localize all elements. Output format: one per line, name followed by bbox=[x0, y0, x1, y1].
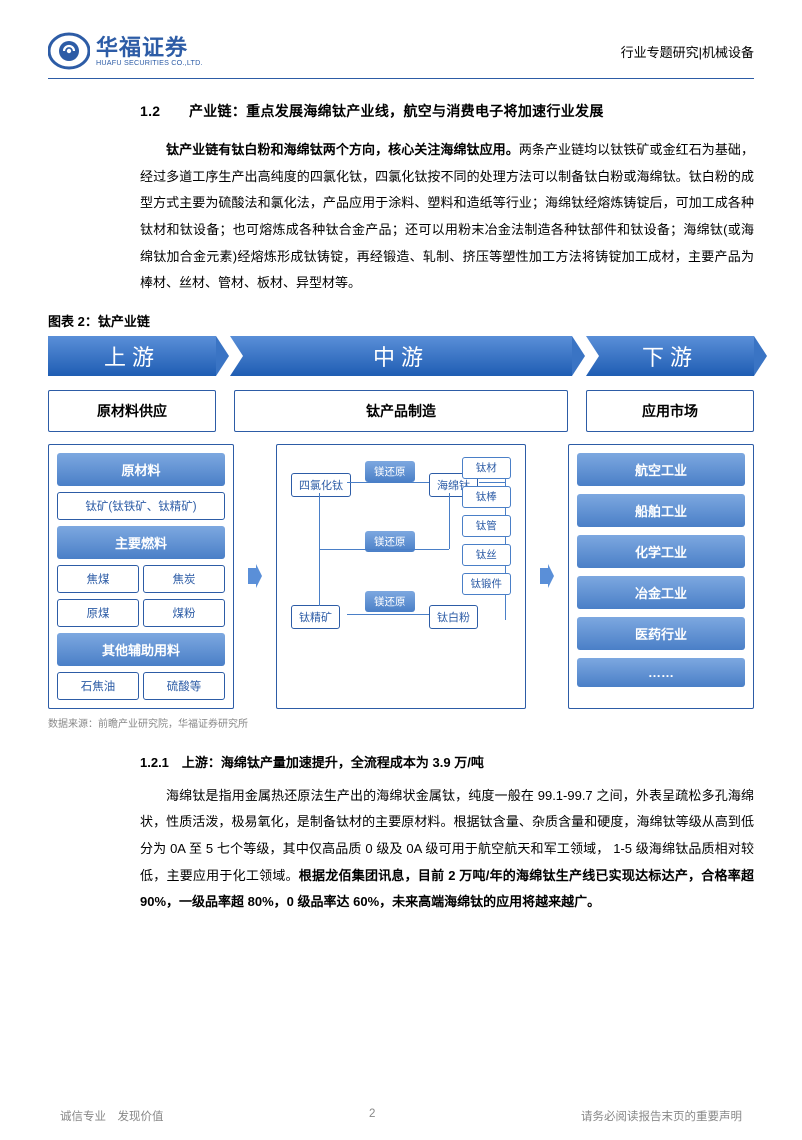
section-1-2-1-title: 1.2.1 上游：海绵钛产量加速提升，全流程成本为 3.9 万/吨 bbox=[140, 752, 754, 771]
fuel-1: 焦煤 bbox=[57, 565, 139, 593]
node-ore: 钛矿(钛铁矿、钛精矿) bbox=[57, 492, 225, 520]
arrow-1 bbox=[248, 444, 262, 709]
node-raw: 原材料 bbox=[57, 453, 225, 486]
para1-rest: 两条产业链均以钛铁矿或金红石为基础，经过多道工序生产出高纯度的四氯化钛，四氯化钛… bbox=[140, 142, 754, 290]
node-fuel: 主要燃料 bbox=[57, 526, 225, 559]
out-5: 钛锻件 bbox=[462, 573, 512, 595]
flowchart: 上游 中游 下游 原材料供应 钛产品制造 应用市场 原材料 钛矿(钛铁矿、钛精矿… bbox=[48, 336, 754, 730]
stage-downstream: 下游 bbox=[586, 336, 754, 376]
aux-1: 石焦油 bbox=[57, 672, 139, 700]
para1-lead: 钛产业链有钛白粉和海绵钛两个方向，核心关注海绵钛应用。 bbox=[166, 142, 519, 157]
app-4: 冶金工业 bbox=[577, 576, 745, 609]
sub-upstream: 原材料供应 bbox=[48, 390, 216, 432]
app-2: 船舶工业 bbox=[577, 494, 745, 527]
section-1-2-title: 1.2 产业链：重点发展海绵钛产业线，航空与消费电子将加速行业发展 bbox=[140, 101, 754, 121]
aux-2: 硫酸等 bbox=[143, 672, 225, 700]
label-mg1: 镁还原 bbox=[365, 461, 415, 482]
out-3: 钛管 bbox=[462, 515, 512, 537]
paragraph-2: 海绵钛是指用金属热还原法生产出的海绵状金属钛，纯度一般在 99.1-99.7 之… bbox=[140, 783, 754, 916]
logo-icon bbox=[48, 30, 90, 72]
app-3: 化学工业 bbox=[577, 535, 745, 568]
node-tijk: 钛精矿 bbox=[291, 605, 340, 629]
page-footer: 诚信专业 发现价值 2 请务必阅读报告末页的重要声明 bbox=[60, 1108, 742, 1124]
header-breadcrumb: 行业专题研究|机械设备 bbox=[621, 42, 754, 61]
stage-midstream: 中游 bbox=[230, 336, 572, 376]
fuel-3: 原煤 bbox=[57, 599, 139, 627]
stage-upstream: 上游 bbox=[48, 336, 216, 376]
logo: 华福证券 HUAFU SECURITIES CO.,LTD. bbox=[48, 30, 203, 72]
logo-text-cn: 华福证券 bbox=[96, 36, 203, 59]
ti-products: 钛材 钛棒 钛管 钛丝 钛锻件 bbox=[462, 457, 512, 595]
page-header: 华福证券 HUAFU SECURITIES CO.,LTD. 行业专题研究|机械… bbox=[48, 30, 754, 79]
out-1: 钛材 bbox=[462, 457, 512, 479]
chart-source: 数据来源：前瞻产业研究院，华福证券研究所 bbox=[48, 715, 754, 730]
col-midstream: 四氯化钛 钛精矿 海绵钛 钛白粉 镁还原 镁还原 镁还原 钛材 bbox=[276, 444, 526, 709]
footer-left: 诚信专业 发现价值 bbox=[60, 1108, 164, 1124]
col-downstream: 航空工业 船舶工业 化学工业 冶金工业 医药行业 …… bbox=[568, 444, 754, 709]
node-tio2: 钛白粉 bbox=[429, 605, 478, 629]
logo-text-en: HUAFU SECURITIES CO.,LTD. bbox=[96, 59, 203, 67]
sub-midstream: 钛产品制造 bbox=[234, 390, 568, 432]
fuel-4: 煤粉 bbox=[143, 599, 225, 627]
app-1: 航空工业 bbox=[577, 453, 745, 486]
app-6: …… bbox=[577, 658, 745, 687]
page-number: 2 bbox=[369, 1108, 375, 1124]
node-ticl4: 四氯化钛 bbox=[291, 473, 351, 497]
chart-title: 图表 2：钛产业链 bbox=[48, 311, 754, 330]
arrow-2 bbox=[540, 444, 554, 709]
col-upstream: 原材料 钛矿(钛铁矿、钛精矿) 主要燃料 焦煤 焦炭 原煤 煤粉 其他辅助用料 … bbox=[48, 444, 234, 709]
fuel-2: 焦炭 bbox=[143, 565, 225, 593]
node-aux: 其他辅助用料 bbox=[57, 633, 225, 666]
sub-downstream: 应用市场 bbox=[586, 390, 754, 432]
out-2: 钛棒 bbox=[462, 486, 512, 508]
paragraph-1: 钛产业链有钛白粉和海绵钛两个方向，核心关注海绵钛应用。两条产业链均以钛铁矿或金红… bbox=[140, 137, 754, 297]
label-mg3: 镁还原 bbox=[365, 591, 415, 612]
app-5: 医药行业 bbox=[577, 617, 745, 650]
footer-right: 请务必阅读报告末页的重要声明 bbox=[581, 1108, 742, 1124]
out-4: 钛丝 bbox=[462, 544, 512, 566]
